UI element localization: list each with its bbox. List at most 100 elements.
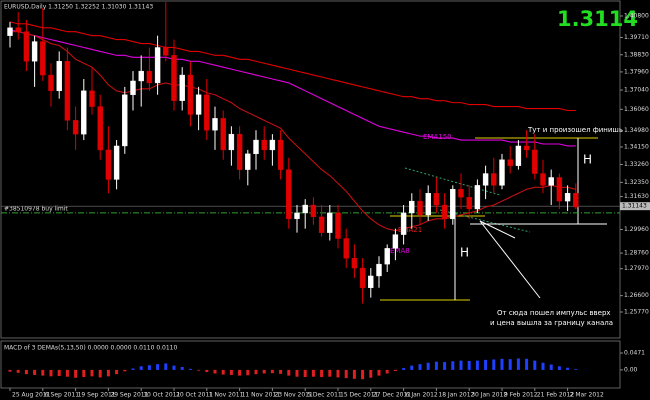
macd-bar — [377, 369, 381, 376]
macd-bar — [459, 360, 463, 370]
candle-body — [441, 204, 448, 220]
candle-body — [351, 258, 358, 269]
candle-body — [7, 27, 13, 36]
x-tick-label: 6 Jan 2012 — [406, 392, 438, 399]
macd-bar — [533, 360, 537, 370]
macd-bar — [156, 364, 160, 370]
candle-body — [458, 189, 464, 198]
macd-title: MACD of 3 DEMAs(5,13,50) 0.0000 0.0000 0… — [4, 345, 177, 352]
y-tick-label: 1.33260 — [624, 161, 649, 168]
macd-bar — [541, 362, 545, 370]
y-tick-label: 1.34150 — [624, 143, 649, 150]
x-tick-label: 15 Dec 2011 — [340, 392, 379, 399]
candle-body — [532, 149, 538, 174]
macd-bar — [205, 369, 209, 373]
macd-bar — [549, 364, 553, 370]
x-tick-label: 5 Dec 2011 — [307, 392, 342, 399]
macd-bar — [254, 369, 258, 375]
macd-bar — [328, 369, 332, 377]
annotation: и цена вышла за границу канала — [490, 319, 613, 327]
candle-body — [573, 193, 579, 208]
macd-bar — [516, 358, 520, 370]
y-tick-label: 1.31630 — [624, 193, 649, 200]
macd-bar — [500, 358, 504, 370]
symbol-header: EURUSD,Daily 1.31250 1.32252 1.31030 1.3… — [4, 4, 153, 11]
macd-bar — [557, 366, 561, 370]
y-tick-label: 0.00 — [624, 366, 638, 373]
ma-line — [9, 21, 576, 112]
macd-bar — [238, 369, 242, 376]
macd-bar — [393, 369, 397, 371]
y-tick-label: 0.0471 — [624, 350, 645, 357]
ma-line — [10, 31, 576, 232]
macd-bar — [418, 364, 422, 370]
macd-bar — [270, 369, 274, 374]
macd-bar — [106, 369, 110, 377]
candle-body — [540, 173, 546, 186]
candle-body — [195, 94, 202, 115]
macd-bar — [443, 362, 447, 370]
macd-bar — [352, 369, 356, 379]
x-tick-label: 25 Aug 2011 — [12, 392, 51, 399]
macd-bar — [574, 369, 578, 370]
candle-body — [507, 159, 513, 166]
macd-bar — [525, 358, 529, 370]
candle-body — [515, 145, 522, 166]
pointer-line — [479, 220, 541, 299]
macd-bar — [188, 368, 192, 370]
x-tick-label: 11 Nov 2011 — [242, 392, 281, 399]
candle-body — [130, 80, 136, 95]
channel-line — [439, 209, 531, 233]
y-tick-label: 1.27970 — [624, 265, 649, 272]
macd-bar — [508, 359, 512, 370]
y-tick-label: 1.39710 — [624, 34, 649, 41]
macd-bar — [65, 369, 69, 377]
candle-body — [294, 212, 300, 220]
macd-bar — [492, 359, 496, 370]
macd-bar — [180, 367, 184, 370]
candle-body — [433, 193, 440, 206]
x-tick-label: 10 Oct 2011 — [143, 392, 180, 399]
macd-bar — [57, 369, 61, 376]
macd-bar — [131, 368, 135, 370]
candle-body — [384, 248, 390, 265]
macd-bar — [295, 369, 299, 377]
ema-label: EMA8 — [390, 247, 410, 255]
x-tick-label: 6 Sep 2011 — [45, 392, 79, 399]
macd-bar — [98, 369, 102, 378]
macd-bar — [262, 369, 266, 374]
buy-limit-label: #38510978 buy limit — [4, 205, 68, 212]
candle-body — [171, 55, 177, 101]
macd-bar — [402, 368, 406, 370]
ma-line — [9, 29, 576, 147]
macd-bar — [139, 366, 143, 370]
big-price: 1.3114 — [557, 7, 638, 31]
candle-body — [72, 120, 79, 135]
macd-bar — [229, 369, 233, 375]
candle-body — [81, 90, 87, 135]
macd-bar — [82, 369, 86, 378]
x-tick-label: 29 Sep 2011 — [110, 392, 148, 399]
x-tick-label: 30 Jan 2012 — [471, 392, 507, 399]
candle-body — [417, 200, 423, 216]
h-label: H — [460, 246, 469, 260]
candle-body — [376, 263, 382, 277]
candle-body — [556, 177, 563, 202]
ema-label: EMA21 — [398, 226, 422, 234]
candle-body — [318, 216, 325, 233]
candle-body — [154, 47, 161, 84]
y-tick-label: 1.36060 — [624, 106, 649, 113]
macd-bar — [369, 369, 373, 378]
macd-frame — [0, 340, 621, 389]
annotation: Тут и произошел финишь — [527, 126, 623, 134]
macd-bar — [41, 369, 45, 376]
candle-body — [146, 70, 153, 84]
y-tick-label: 1.29960 — [624, 226, 649, 233]
candle-body — [204, 94, 210, 131]
macd-bar — [320, 369, 324, 378]
macd-bar — [484, 359, 488, 370]
candle-body — [335, 212, 341, 239]
main-frame — [0, 0, 621, 339]
candle-body — [327, 212, 333, 233]
